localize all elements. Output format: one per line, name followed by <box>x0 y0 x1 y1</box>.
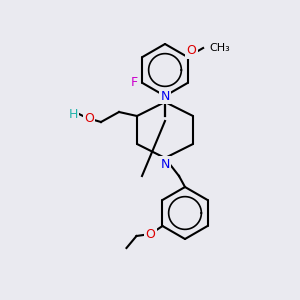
Text: N: N <box>160 89 170 103</box>
Text: O: O <box>146 227 155 241</box>
Text: F: F <box>131 76 138 89</box>
Text: N: N <box>160 158 170 170</box>
Text: H: H <box>68 107 78 121</box>
Text: CH₃: CH₃ <box>209 43 230 53</box>
Text: O: O <box>187 44 196 58</box>
Text: O: O <box>84 112 94 124</box>
